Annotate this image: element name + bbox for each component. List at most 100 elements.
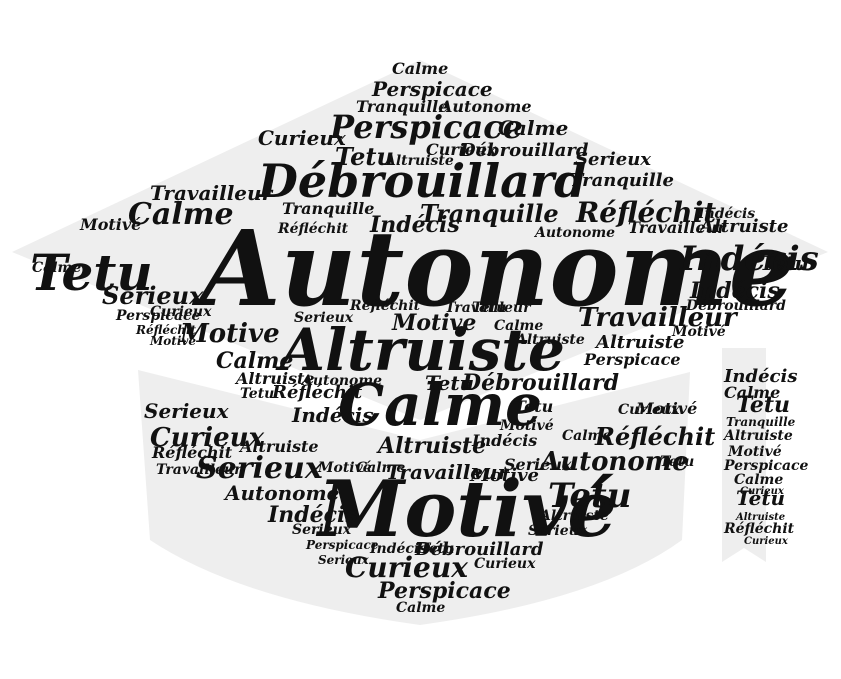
cloud-word: Motive bbox=[391, 310, 476, 336]
cloud-word: Perspicace bbox=[377, 578, 511, 604]
cloud-word: Calme bbox=[734, 472, 783, 488]
cloud-word: Serieux bbox=[294, 310, 354, 326]
cloud-word: Calme bbox=[338, 371, 542, 439]
cloud-word: Altruiste bbox=[383, 153, 454, 169]
cloud-word: Curieux bbox=[150, 423, 265, 453]
cloud-word: Calme bbox=[216, 348, 293, 374]
cloud-word: Réfléchit bbox=[151, 443, 233, 462]
cloud-word: Serieux bbox=[144, 399, 230, 423]
cloud-word: Altruiste bbox=[722, 428, 793, 444]
cloud-word: Tranquille bbox=[356, 97, 448, 116]
cloud-word: Travailleur bbox=[445, 300, 532, 316]
cloud-word: Réfléchit bbox=[135, 323, 197, 337]
cloud-word: Curieux bbox=[258, 126, 347, 150]
cloud-word: Tetu bbox=[760, 251, 809, 275]
cloud-word: Débrouillard bbox=[256, 154, 586, 208]
cloud-word: Calme bbox=[724, 383, 780, 402]
cloud-word: Tranquille bbox=[570, 170, 674, 191]
cloud-word: Serieux bbox=[504, 455, 572, 474]
cloud-word: Curieux bbox=[426, 140, 497, 159]
cloud-word: Tetu bbox=[420, 541, 454, 557]
cloud-word: Motivé bbox=[315, 464, 617, 555]
cloud-word: Autonome bbox=[438, 97, 532, 116]
cloud-word: Travailleur bbox=[386, 460, 510, 484]
cloud-word: Autonome bbox=[533, 225, 615, 241]
cloud-word: Curieux bbox=[150, 304, 212, 320]
cloud-word: Perspicace bbox=[329, 108, 523, 146]
cloud-word: Serieux bbox=[528, 523, 588, 539]
cloud-word: Indécis bbox=[689, 278, 780, 304]
cloud-word: Altruiste bbox=[594, 332, 684, 353]
cloud-word: Réfléchit bbox=[594, 422, 715, 451]
cloud-word: Débrouillard bbox=[685, 298, 786, 314]
cloud-word: Réfléchit bbox=[723, 521, 795, 537]
cloud-word: Tetu bbox=[736, 486, 785, 510]
cloud-word: Travailleur bbox=[150, 181, 274, 205]
cloud-word: Serieux bbox=[318, 553, 370, 567]
cloud-word: Motivé bbox=[499, 418, 554, 434]
cloud-word: Curieux bbox=[618, 402, 680, 418]
cloud-word: Perspicace bbox=[115, 308, 201, 324]
cloud-word: Tranquille bbox=[282, 199, 374, 218]
cloud-word: Altruiste bbox=[275, 316, 565, 384]
cloud-word: Perspicace bbox=[305, 538, 379, 552]
cloud-word: Serieux bbox=[292, 522, 352, 538]
cloud-word: Tetu bbox=[335, 142, 394, 171]
cloud-word: Serieux bbox=[575, 149, 651, 170]
cloud-word: Motive bbox=[469, 465, 539, 486]
cloud-word: Tetu bbox=[240, 386, 274, 402]
cloud-word: Tetu bbox=[660, 454, 694, 470]
cloud-word: Altruiste bbox=[698, 216, 788, 237]
cloud-word: Travailleur bbox=[628, 218, 727, 237]
cloud-word: Altruiste bbox=[514, 332, 585, 348]
cloud-word: Tetu bbox=[30, 243, 153, 302]
cloud-word: Perspicace bbox=[583, 350, 681, 369]
cloud-word: Autonome bbox=[191, 207, 795, 330]
cloud-word: Réfléchit bbox=[271, 382, 363, 403]
cloud-word: Curieux bbox=[345, 551, 468, 584]
cloud-word: Altruiste bbox=[234, 369, 315, 388]
cloud-word: Indécis bbox=[291, 403, 374, 427]
cloud-word: Tranquille bbox=[726, 415, 796, 429]
cloud-word: Calme bbox=[32, 260, 81, 276]
cloud-word: Réfléchit bbox=[575, 196, 716, 229]
cloud-word: Indécis bbox=[471, 431, 537, 450]
cloud-word: Réfléchit bbox=[277, 221, 349, 237]
cloud-word: Curieux bbox=[740, 486, 785, 497]
cap-board bbox=[12, 60, 828, 420]
cloud-word: Indécis bbox=[697, 206, 755, 222]
cloud-word: Motivé bbox=[79, 215, 141, 234]
cloud-word: Tetu bbox=[472, 300, 506, 316]
cloud-word: Travailleur bbox=[578, 303, 739, 333]
cloud-word: Altruiste bbox=[376, 433, 486, 459]
cloud-word: Perspicace bbox=[371, 77, 493, 101]
cloud-word: Calme bbox=[128, 197, 234, 232]
cloud-word: Débrouillard bbox=[461, 370, 619, 396]
cloud-word: Indécis bbox=[369, 212, 460, 238]
cloud-word: Altruiste bbox=[735, 512, 785, 523]
cloud-word: Altruiste bbox=[538, 508, 609, 524]
cloud-word: Curieux bbox=[474, 556, 536, 572]
cloud-word: Perspicace bbox=[723, 458, 809, 474]
cloud-word: Motive bbox=[149, 334, 196, 348]
cloud-word: Indécis bbox=[369, 541, 427, 557]
cloud-word: Réfléchit bbox=[349, 298, 421, 314]
cap-base bbox=[138, 370, 690, 625]
cap-tassel bbox=[722, 348, 766, 562]
cloud-word: Calme bbox=[396, 600, 445, 616]
cloud-word: Autonome bbox=[537, 447, 689, 477]
graduation-cap-shape bbox=[12, 60, 828, 625]
cloud-word: Curieux bbox=[744, 536, 789, 547]
cloud-word: Altruiste bbox=[238, 437, 319, 456]
cloud-word: Débrouillard bbox=[414, 539, 544, 560]
cloud-word: Calme bbox=[562, 428, 611, 444]
cloud-word: Autonome bbox=[223, 481, 339, 505]
cloud-word: Tetu bbox=[736, 392, 790, 418]
cloud-word: Débrouillard bbox=[459, 140, 589, 161]
cloud-word: Indécis bbox=[679, 239, 819, 279]
cloud-word: Motivé bbox=[317, 460, 372, 476]
word-layer: AutonomeMotivéAltruisteCalmeDébrouillard… bbox=[30, 59, 819, 616]
cloud-word: Indécis bbox=[723, 366, 797, 387]
cloud-word: Calme bbox=[392, 59, 448, 78]
